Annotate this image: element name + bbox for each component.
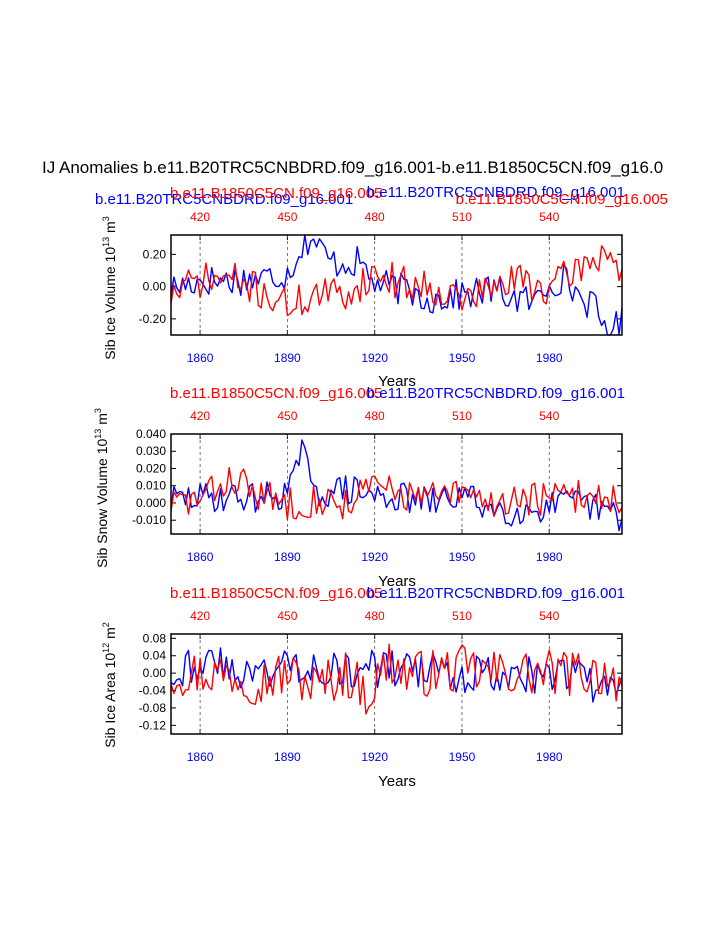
series-line-blue — [170, 234, 623, 336]
y-tick-label: -0.04 — [139, 684, 167, 698]
y-tick-label: 0.000 — [136, 496, 166, 510]
top-tick-label: 540 — [539, 609, 559, 623]
plot-frame — [170, 633, 623, 735]
title-right-red: b.e11.B1850C5CN.f09_g16.005 — [456, 191, 668, 208]
x-axis-label: Years — [378, 373, 416, 390]
y-axis-label: Sib Snow Volume 1013 m3 — [93, 408, 110, 568]
y-tick-label: 0.04 — [143, 649, 167, 663]
series-line-blue — [170, 647, 623, 703]
y-tick-label: -0.010 — [132, 513, 166, 527]
title-right-blue: b.e11.B20TRC5CNBDRD.f09_g16.001 — [367, 184, 625, 201]
top-tick-label: 540 — [539, 210, 559, 224]
x-tick-label: 1860 — [187, 750, 214, 764]
top-tick-label: 450 — [277, 609, 297, 623]
title-left-blue: b.e11.B20TRC5CNBDRD.f09_g16.001 — [95, 191, 353, 208]
y-axis-label: Sib Ice Volume 1013 m3 — [101, 216, 118, 359]
top-tick-label: 450 — [277, 210, 297, 224]
x-tick-label: 1950 — [449, 550, 476, 564]
y-tick-label: 0.08 — [143, 631, 167, 645]
y-tick-label: 0.00 — [143, 280, 167, 294]
top-tick-label: 420 — [190, 609, 210, 623]
panel-ice-volume: b.e11.B20TRC5CNBDRD.f09_g16.001 b.e11.B1… — [95, 184, 668, 390]
x-tick-label: 1980 — [536, 550, 563, 564]
x-tick-label: 1980 — [536, 351, 563, 365]
y-tick-label: -0.20 — [139, 312, 167, 326]
x-tick-label: 1860 — [187, 351, 214, 365]
plot-frame — [170, 234, 623, 336]
top-tick-label: 480 — [365, 409, 385, 423]
x-tick-label: 1890 — [274, 351, 301, 365]
title-right-blue: b.e11.B20TRC5CNBDRD.f09_g16.001 — [367, 585, 625, 602]
series-line-red — [170, 643, 623, 715]
y-tick-label: 0.00 — [143, 666, 167, 680]
title-left-red: b.e11.B1850C5CN.f09_g16.005 — [170, 185, 382, 202]
x-axis-label: Years — [378, 573, 416, 590]
title-left-red: b.e11.B1850C5CN.f09_g16.005 — [170, 385, 382, 402]
top-tick-label: 420 — [190, 409, 210, 423]
series-line-blue — [170, 439, 623, 532]
top-tick-label: 450 — [277, 409, 297, 423]
x-tick-label: 1920 — [361, 750, 388, 764]
x-tick-label: 1950 — [449, 351, 476, 365]
x-tick-label: 1920 — [361, 550, 388, 564]
x-tick-label: 1920 — [361, 351, 388, 365]
title-left-red: b.e11.B1850C5CN.f09_g16.005 — [170, 585, 382, 602]
y-axis-label: Sib Ice Area 1012 m2 — [101, 622, 118, 748]
y-tick-label: 0.020 — [136, 461, 166, 475]
top-tick-label: 420 — [190, 210, 210, 224]
x-tick-label: 1890 — [274, 550, 301, 564]
plot-frame — [170, 433, 623, 535]
panel-ice-area: b.e11.B1850C5CN.f09_g16.005 b.e11.B20TRC… — [101, 585, 625, 790]
series-line-red — [170, 466, 623, 521]
x-tick-label: 1860 — [187, 550, 214, 564]
x-tick-label: 1980 — [536, 750, 563, 764]
top-tick-label: 540 — [539, 409, 559, 423]
series-line-red — [170, 245, 623, 317]
top-tick-label: 510 — [452, 409, 472, 423]
y-tick-label: -0.12 — [139, 718, 167, 732]
top-tick-label: 510 — [452, 609, 472, 623]
y-tick-label: 0.040 — [136, 427, 166, 441]
x-tick-label: 1950 — [449, 750, 476, 764]
top-tick-label: 510 — [452, 210, 472, 224]
top-tick-label: 480 — [365, 210, 385, 224]
title-right-blue: b.e11.B20TRC5CNBDRD.f09_g16.001 — [367, 385, 625, 402]
y-tick-label: 0.010 — [136, 479, 166, 493]
y-tick-label: 0.030 — [136, 444, 166, 458]
x-tick-label: 1890 — [274, 750, 301, 764]
x-axis-label: Years — [378, 773, 416, 790]
y-tick-label: 0.20 — [143, 247, 167, 261]
y-tick-label: -0.08 — [139, 701, 167, 715]
figure-title: IJ Anomalies b.e11.B20TRC5CNBDRD.f09_g16… — [42, 158, 663, 177]
top-tick-label: 480 — [365, 609, 385, 623]
panel-snow-volume: b.e11.B1850C5CN.f09_g16.005 b.e11.B20TRC… — [93, 385, 625, 590]
